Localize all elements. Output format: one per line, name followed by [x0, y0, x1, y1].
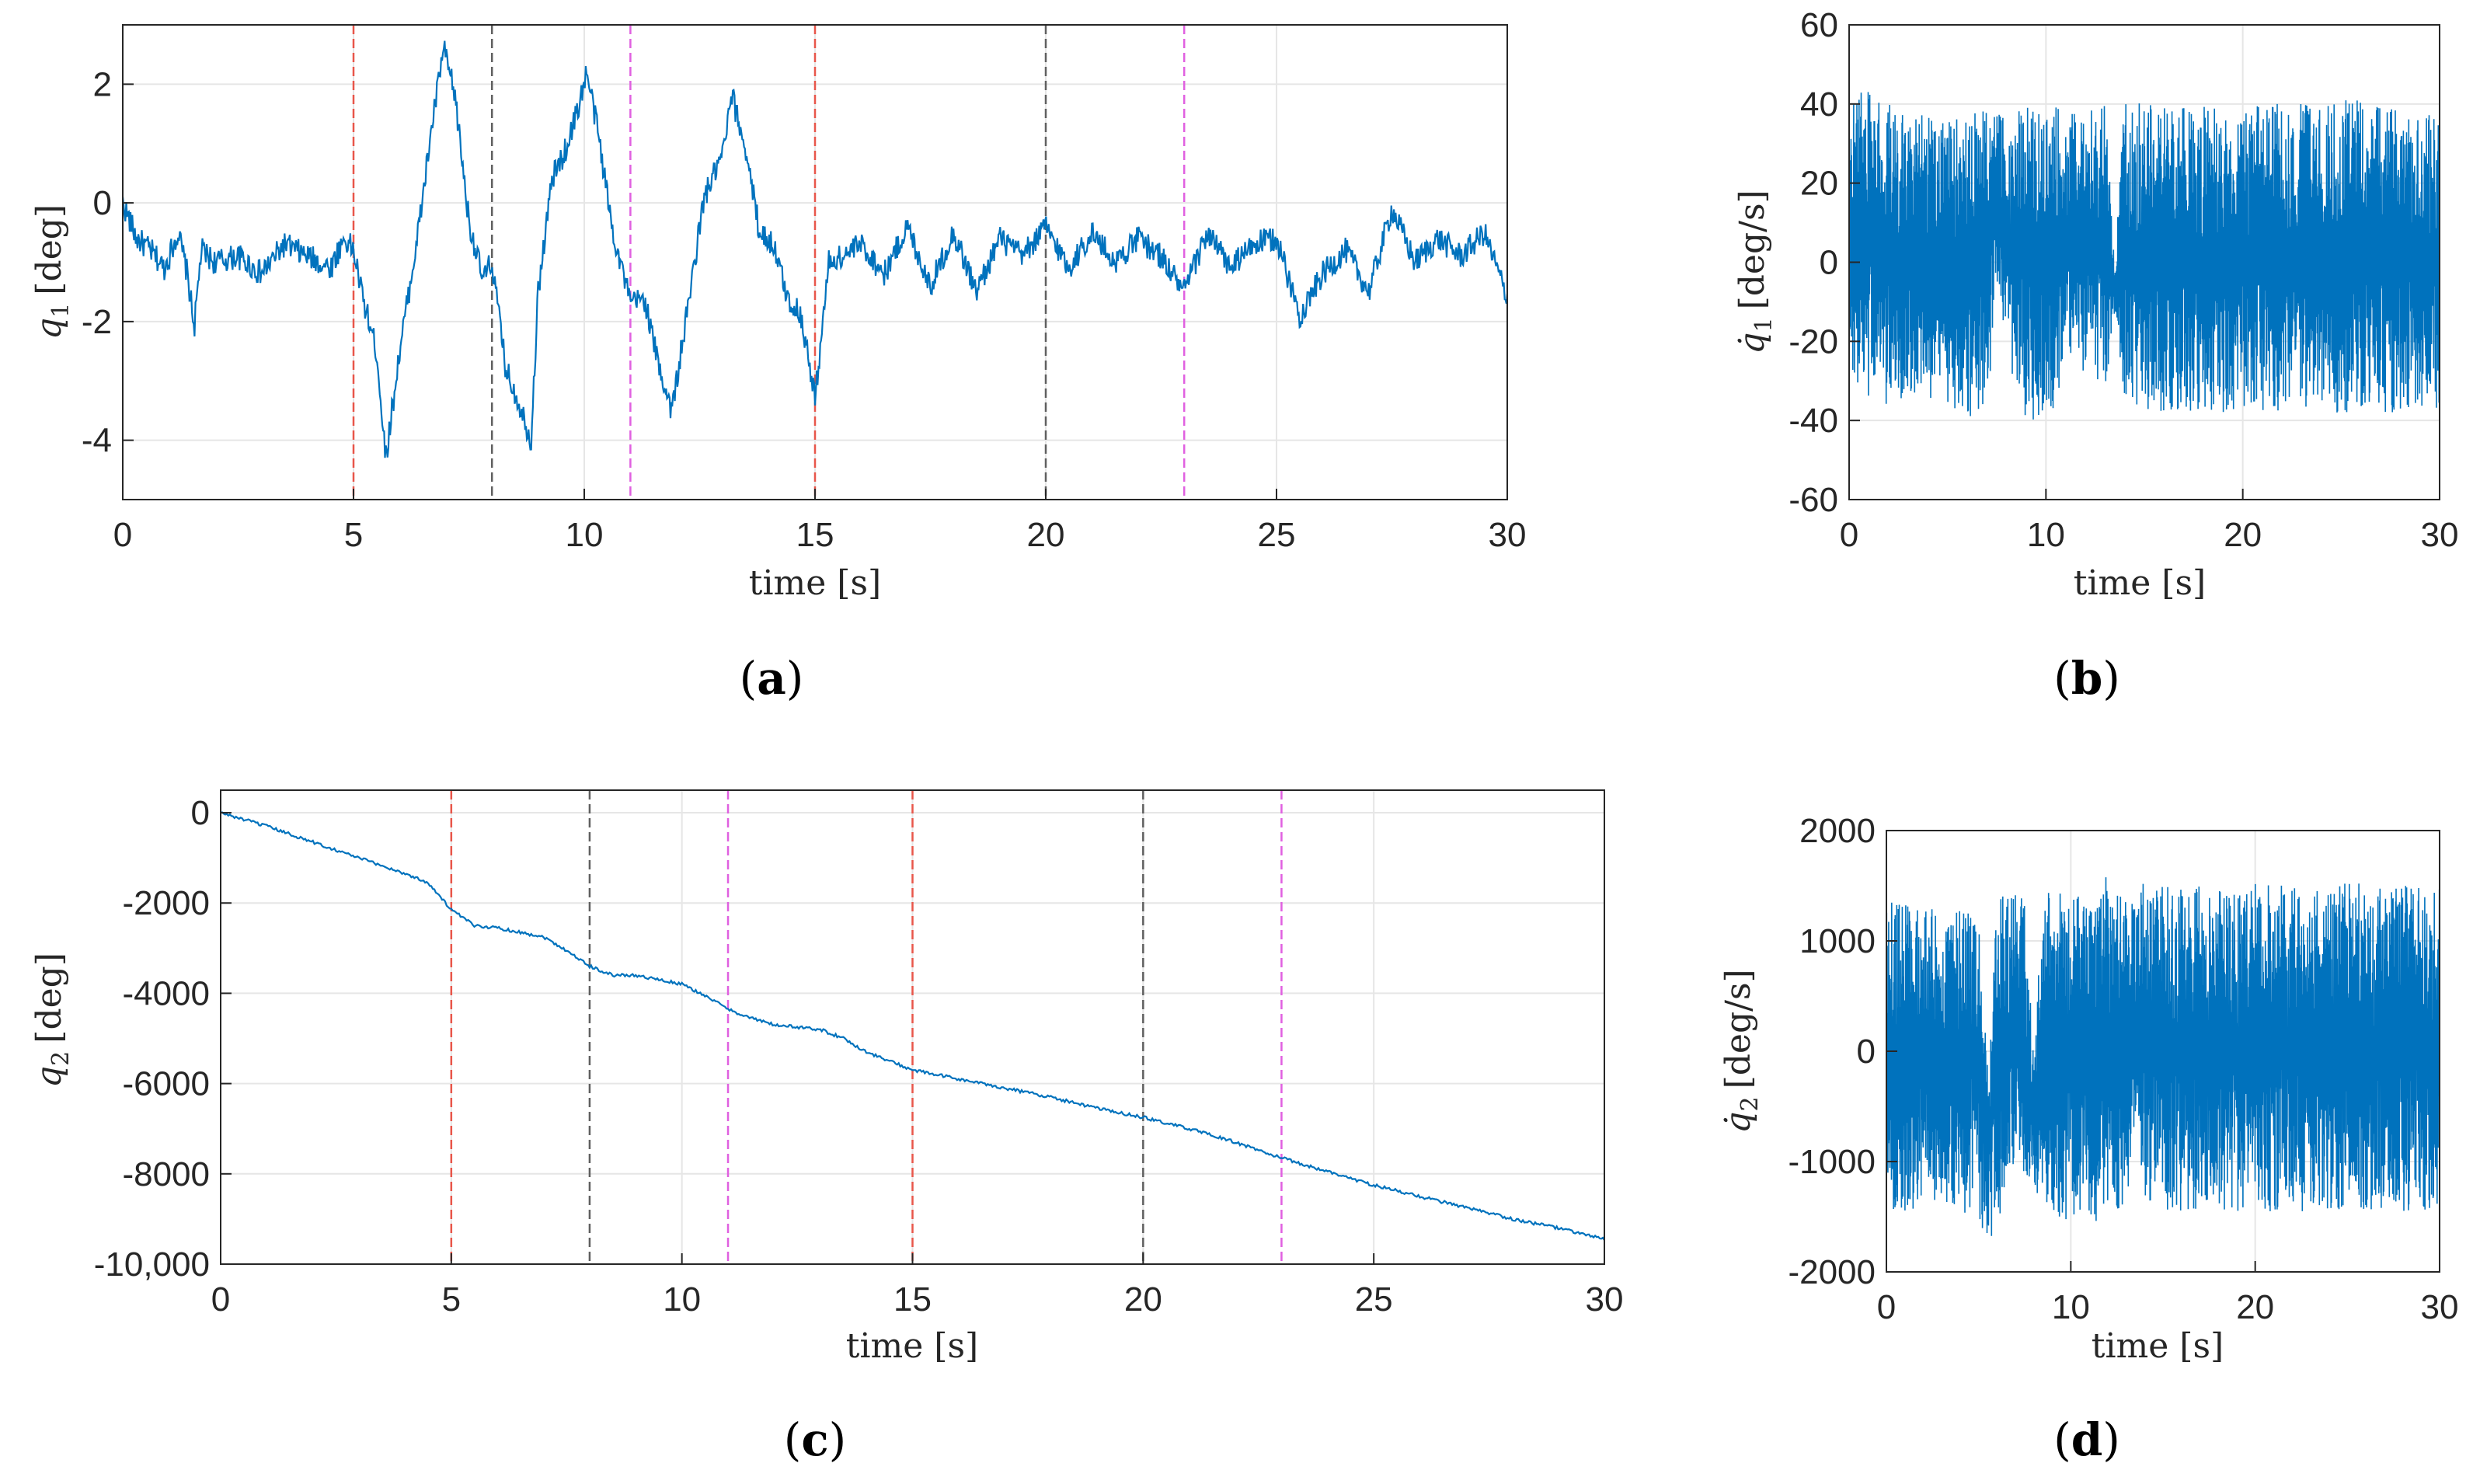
- panel-d-ylabel-sub: 2: [1736, 1096, 1764, 1111]
- panel-c: 0 5 10 15 20 25 30-10,000-8000-6000-4000-20000…: [30, 789, 1624, 1466]
- panel-c-ytick-label: -6000: [122, 1065, 210, 1103]
- panel-c-xlabel: time [s]: [846, 1326, 978, 1366]
- panel-b-ytick-label: 40: [1800, 85, 1838, 124]
- panel-d-xtick-label: 20: [2236, 1288, 2274, 1326]
- panel-a-ylabel-sub: 1: [47, 303, 75, 318]
- panel-d-ytick-label: -2000: [1788, 1253, 1876, 1291]
- panel-b-xtick-label: 20: [2224, 516, 2262, 554]
- panel-d-ytick-label: 1000: [1799, 922, 1876, 960]
- panel-d-xtick-label: 30: [2421, 1288, 2459, 1326]
- panel-d-label: (d): [2053, 1413, 2120, 1466]
- panel-c-ytick-label: -4000: [122, 974, 210, 1012]
- panel-a-label: (a): [740, 652, 804, 705]
- panel-b-series-line: [1848, 92, 2440, 420]
- panel-d-letter: d: [2071, 1413, 2103, 1466]
- panel-a-xtick-label: 30: [1489, 516, 1527, 554]
- panel-b-ylabel: q̇1 [deg/s]: [1733, 190, 1778, 354]
- panel-b-ylabel-main: q̇: [1733, 333, 1772, 354]
- panel-b-ytick-label: -60: [1789, 481, 1838, 519]
- panel-a-ylabel-unit: [deg]: [30, 204, 69, 295]
- panel-b-ytick-label: 20: [1800, 165, 1838, 203]
- panel-b-xlabel: time [s]: [2074, 563, 2206, 603]
- panel-a-letter: a: [757, 652, 786, 705]
- panel-a-ylabel: q1 [deg]: [30, 204, 75, 340]
- panel-c-series-line: [220, 811, 1605, 1241]
- panel-a-ylabel-main: q: [30, 318, 69, 340]
- panel-d-xtick-label: 10: [2052, 1288, 2090, 1326]
- panel-a-xtick-label: 25: [1258, 516, 1296, 554]
- panel-d-ytick-label: -1000: [1788, 1143, 1876, 1181]
- panel-a-xtick-label: 10: [566, 516, 604, 554]
- panel-a-xlabel: time [s]: [749, 563, 881, 603]
- panel-b-xtick-label: 10: [2027, 516, 2065, 554]
- panel-b-ytick-label: 0: [1820, 244, 1838, 282]
- panel-b-ylabel-unit: [deg/s]: [1733, 190, 1772, 309]
- panel-a: 0 5 10 15 20 25 30 -4 -2 0 2 q1 [deg] time [s] (a): [30, 24, 1527, 705]
- panel-a-ytick-label: 0: [93, 184, 112, 222]
- panel-d: 0 10 20 30 -2000 -1000 0 1000 2000 q̇2 [deg/s] ti…: [1719, 812, 2458, 1466]
- panel-b-xtick-label: 30: [2421, 516, 2459, 554]
- panel-c-xtick-label: 10: [663, 1280, 701, 1319]
- panel-c-ylabel-main: q: [30, 1066, 69, 1088]
- panel-d-ylabel: q̇2 [deg/s]: [1719, 969, 1764, 1133]
- panel-b: 0 10 20 30 -60 -40 -20 0 20 40 60 q̇1 [deg/s] time …: [1733, 6, 2458, 705]
- panel-c-ytick-label: -2000: [122, 884, 210, 922]
- panel-c-ytick-label: 0: [191, 794, 210, 832]
- panel-b-label: (b): [2053, 652, 2120, 705]
- panel-a-ytick-label: -2: [82, 303, 112, 341]
- panel-d-ylabel-main: q̇: [1719, 1112, 1758, 1134]
- plot-a-area: 0 5 10 15 20 25 30 -4 -2 0 2: [82, 24, 1527, 554]
- panel-a-ytick-label: -4: [82, 422, 112, 460]
- panel-c-xtick-label: 30: [1586, 1280, 1624, 1319]
- panel-a-xtick-label: 0: [113, 516, 132, 554]
- plot-c-area: 0 5 10 15 20 25 30 -10,000 -8000 -6000 -4000 -2000 0: [94, 789, 1624, 1319]
- panel-b-ytick-label: -20: [1789, 322, 1838, 361]
- panel-c-xtick-label: 25: [1355, 1280, 1393, 1319]
- panel-a-xtick-label: 15: [796, 516, 834, 554]
- plot-d-area: 0 10 20 30 -2000 -1000 0 1000 2000: [1788, 812, 2458, 1326]
- panel-c-letter: c: [801, 1413, 828, 1466]
- panel-c-ylabel-sub: 2: [47, 1051, 75, 1066]
- panel-c-label: (c): [784, 1413, 847, 1466]
- panel-d-xtick-label: 0: [1877, 1288, 1896, 1326]
- panel-a-xtick-label: 5: [344, 516, 363, 554]
- panel-b-xtick-label: 0: [1840, 516, 1858, 554]
- panel-d-series-line: [1886, 877, 2440, 1236]
- panel-a-ytick-label: 2: [93, 65, 112, 103]
- panel-b-ylabel-sub: 1: [1750, 317, 1778, 332]
- panel-d-xlabel: time [s]: [2092, 1326, 2224, 1366]
- panel-c-xtick-label: 5: [442, 1280, 461, 1319]
- panel-d-ytick-label: 0: [1857, 1033, 1876, 1071]
- panel-c-xtick-label: 0: [211, 1280, 230, 1319]
- panel-c-xtick-label: 15: [893, 1280, 932, 1319]
- panel-c-ylabel-unit: [deg]: [30, 953, 69, 1043]
- panel-a-xtick-label: 20: [1027, 516, 1065, 554]
- panel-b-ytick-label: -40: [1789, 402, 1838, 440]
- plot-b-area: 0 10 20 30 -60 -40 -20 0 20 40 60: [1789, 6, 2458, 554]
- panel-c-ytick-label: -8000: [122, 1155, 210, 1193]
- panel-a-series-line: [121, 40, 1509, 458]
- panel-c-ytick-label: -10,000: [94, 1245, 210, 1284]
- panel-d-ylabel-unit: [deg/s]: [1719, 969, 1758, 1089]
- panel-b-letter: b: [2071, 652, 2103, 705]
- panel-c-xtick-label: 20: [1124, 1280, 1162, 1319]
- panel-c-ylabel: q2 [deg]: [30, 953, 75, 1088]
- panel-d-ytick-label: 2000: [1799, 812, 1876, 850]
- panel-b-ytick-label: 60: [1800, 6, 1838, 44]
